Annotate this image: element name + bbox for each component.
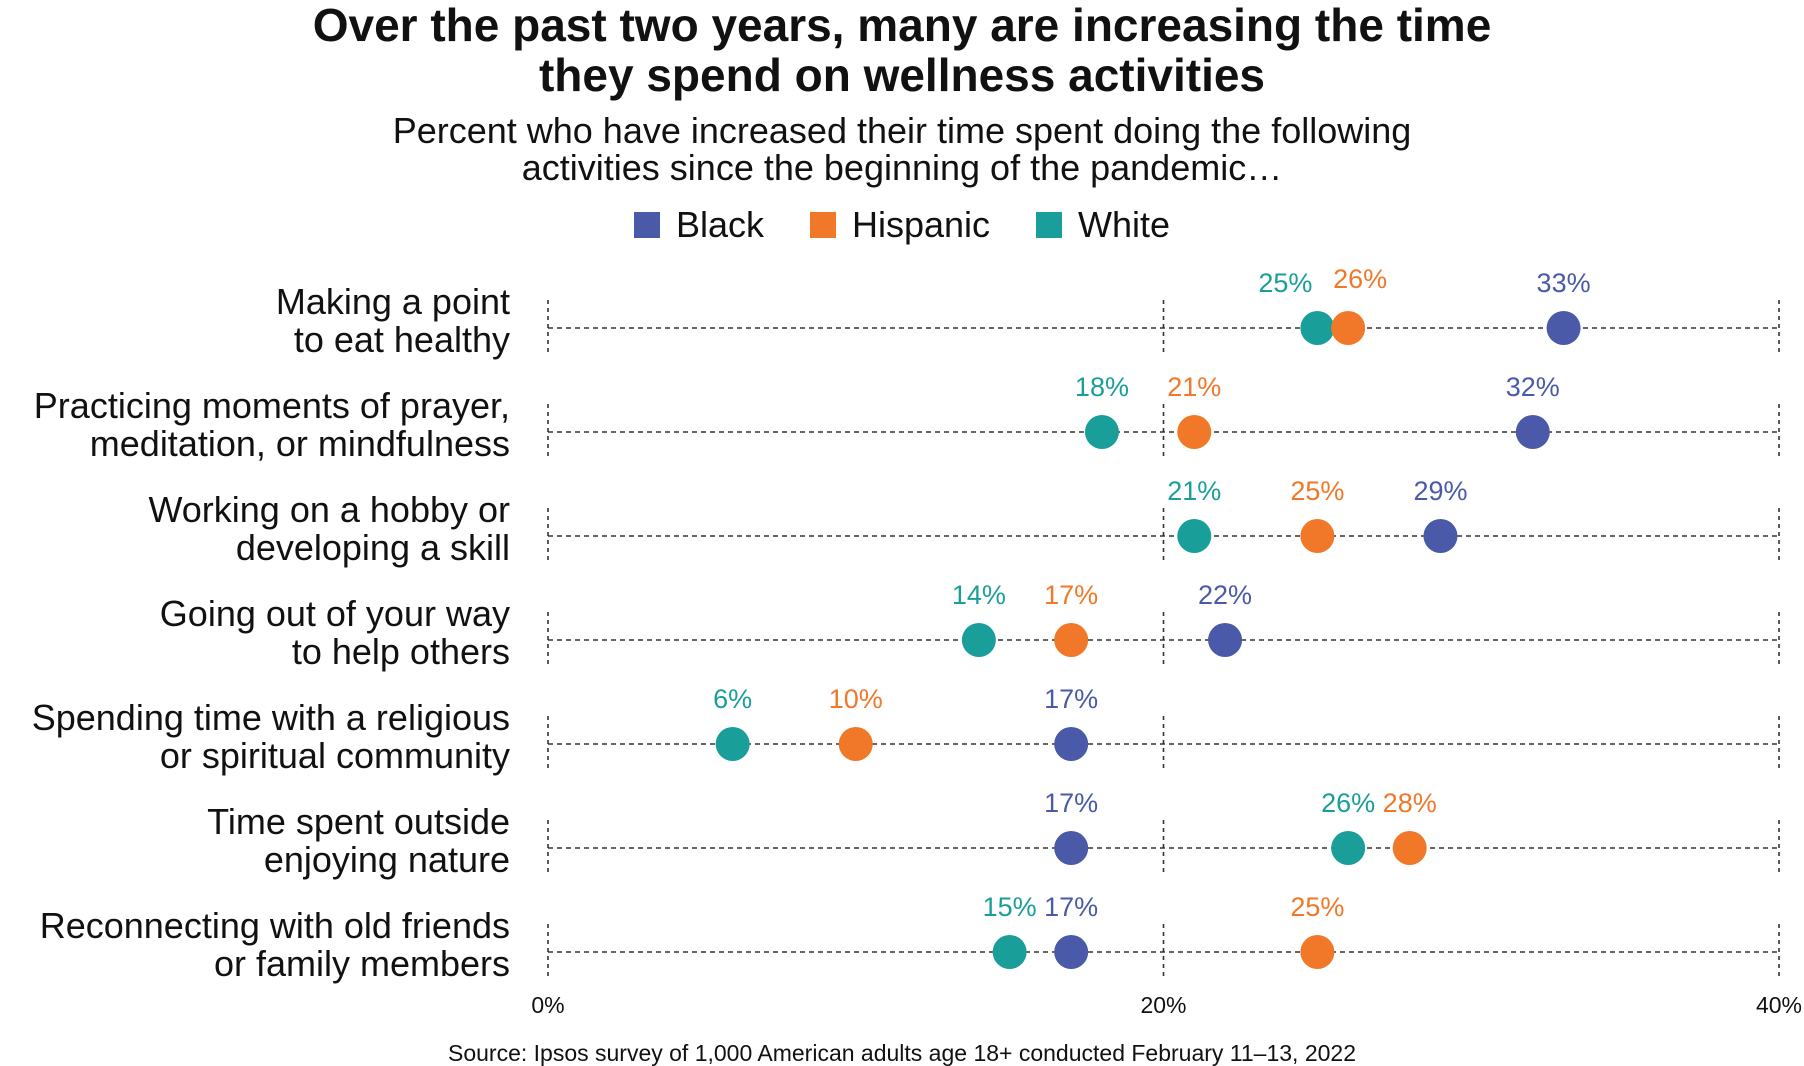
- row-3-dot-white: [1177, 519, 1212, 553]
- row-5-dot-black: [1054, 727, 1089, 761]
- row-4-label-line-1: Going out of your way: [160, 593, 510, 634]
- chart-subtitle-line-1: Percent who have increased their time sp…: [392, 110, 1412, 151]
- row-4-value-label-white: 14%: [952, 580, 1006, 610]
- row-7-dot-black: [1054, 935, 1089, 969]
- row-1-label-line-2: to eat healthy: [294, 319, 510, 360]
- row-6-dot-white: [1331, 831, 1366, 865]
- row-1-label-line-1: Making a point: [276, 281, 510, 322]
- x-tick-label-40: 40%: [1756, 992, 1802, 1018]
- row-1-value-label-hispanic: 26%: [1333, 264, 1387, 294]
- x-tick-label-0: 0%: [531, 992, 564, 1018]
- legend-label-hispanic: Hispanic: [851, 204, 991, 245]
- chart-title-line-2: they spend on wellness activities: [538, 49, 1266, 101]
- row-1-value-label-black: 33%: [1537, 268, 1591, 298]
- row-1-dot-hispanic: [1331, 311, 1366, 345]
- row-5-value-label-white: 6%: [713, 684, 752, 714]
- row-3-value-label-hispanic: 25%: [1290, 476, 1344, 506]
- row-6-label-line-2: enjoying nature: [264, 839, 510, 880]
- legend-label-white: White: [1078, 204, 1171, 245]
- chart-title-line-1: Over the past two years, many are increa…: [312, 0, 1492, 51]
- row-4-dot-black: [1208, 623, 1243, 657]
- row-2-value-label-hispanic: 21%: [1167, 372, 1221, 402]
- legend-item-black: Black: [633, 204, 764, 246]
- legend-swatch-hispanic: [809, 212, 836, 238]
- row-4-dot-white: [961, 623, 996, 657]
- chart-legend: Black Hispanic White: [0, 204, 1804, 246]
- row-3-label-line-1: Working on a hobby or: [148, 489, 510, 530]
- row-2-dot-black: [1515, 415, 1550, 449]
- legend-label-black: Black: [675, 204, 764, 245]
- legend-swatch-black: [633, 212, 660, 238]
- legend-item-hispanic: Hispanic: [809, 204, 991, 246]
- row-4-value-label-black: 22%: [1198, 580, 1252, 610]
- row-4-label-line-2: to help others: [292, 631, 510, 672]
- row-7-dot-white: [992, 935, 1027, 969]
- row-4-value-label-hispanic: 17%: [1044, 580, 1098, 610]
- legend-swatch-white: [1036, 212, 1063, 238]
- chart-subtitle: Percent who have increased their time sp…: [0, 112, 1804, 186]
- row-6-dot-black: [1054, 831, 1089, 865]
- row-2-label-line-2: meditation, or mindfulness: [90, 423, 510, 464]
- row-6-value-label-hispanic: 28%: [1383, 788, 1437, 818]
- row-6-label-line-1: Time spent outside: [207, 801, 510, 842]
- row-6-dot-hispanic: [1392, 831, 1427, 865]
- x-tick-label-20: 20%: [1140, 992, 1186, 1018]
- row-7-label-line-1: Reconnecting with old friends: [40, 905, 510, 946]
- row-1-dot-white: [1300, 311, 1335, 345]
- row-3-value-label-black: 29%: [1413, 476, 1467, 506]
- row-3-dot-hispanic: [1300, 519, 1335, 553]
- row-5-dot-hispanic: [838, 727, 873, 761]
- legend-item-white: White: [1036, 204, 1170, 246]
- row-1-dot-black: [1546, 311, 1581, 345]
- row-5-value-label-black: 17%: [1044, 684, 1098, 714]
- row-6-value-label-white: 26%: [1321, 788, 1375, 818]
- row-7-value-label-black: 17%: [1044, 892, 1098, 922]
- row-3-value-label-white: 21%: [1167, 476, 1221, 506]
- row-3-dot-black: [1423, 519, 1458, 553]
- row-7-label-line-2: or family members: [214, 943, 510, 984]
- row-5-label-line-2: or spiritual community: [160, 735, 510, 776]
- chart-subtitle-line-2: activities since the beginning of the pa…: [521, 147, 1283, 188]
- row-5-dot-white: [715, 727, 750, 761]
- row-2-label-line-1: Practicing moments of prayer,: [34, 385, 510, 426]
- row-2-value-label-black: 32%: [1506, 372, 1560, 402]
- row-2-value-label-white: 18%: [1075, 372, 1129, 402]
- row-4-dot-hispanic: [1054, 623, 1089, 657]
- source-note: Source: Ipsos survey of 1,000 American a…: [447, 1040, 1357, 1066]
- row-7-dot-hispanic: [1300, 935, 1335, 969]
- row-3-label-line-2: developing a skill: [236, 527, 510, 568]
- row-7-value-label-hispanic: 25%: [1290, 892, 1344, 922]
- chart-title: Over the past two years, many are increa…: [0, 0, 1804, 100]
- row-5-value-label-hispanic: 10%: [829, 684, 883, 714]
- row-1-value-label-white: 25%: [1258, 268, 1312, 298]
- row-5-label-line-1: Spending time with a religious: [32, 697, 510, 738]
- row-6-value-label-black: 17%: [1044, 788, 1098, 818]
- row-7-value-label-white: 15%: [983, 892, 1037, 922]
- row-2-dot-white: [1084, 415, 1119, 449]
- row-2-dot-hispanic: [1177, 415, 1212, 449]
